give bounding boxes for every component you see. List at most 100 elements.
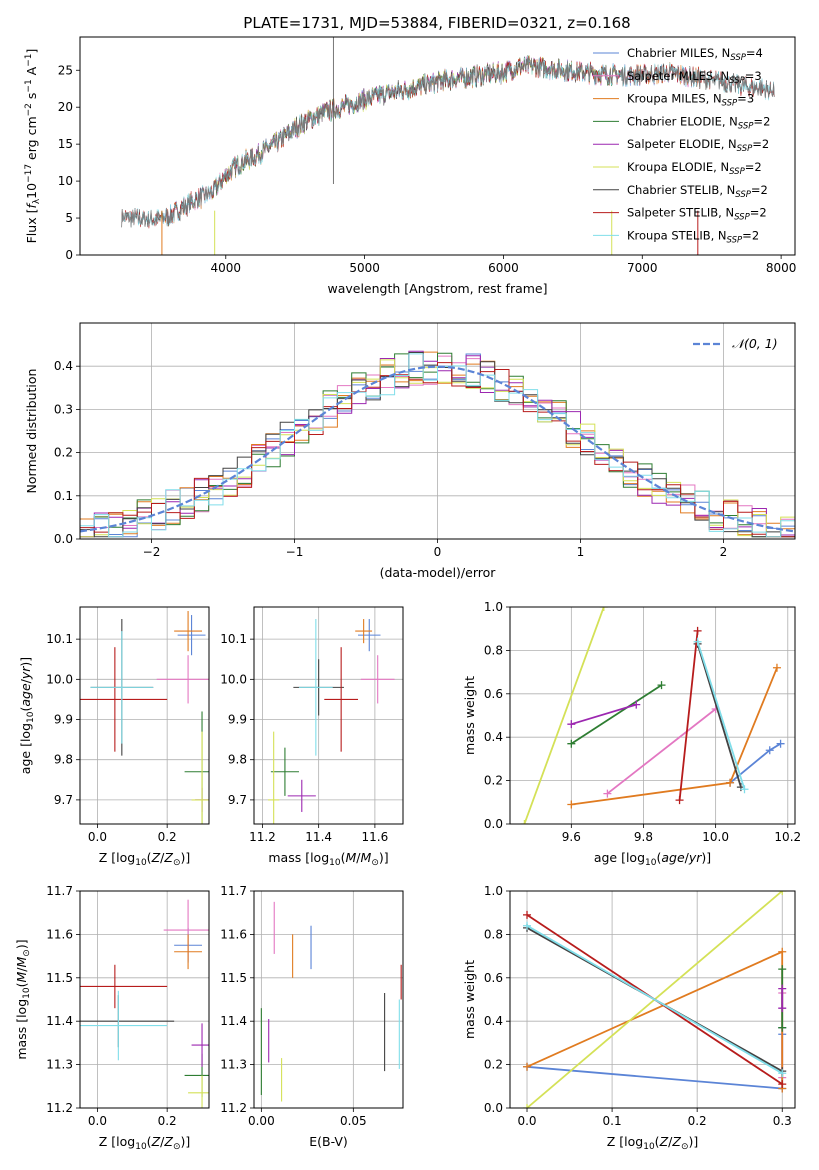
x-tick-label: 0.1 [603,1114,622,1128]
weight-point [520,820,529,824]
plot-area [80,611,209,824]
y-axis-label: age [log10(age/yr)] [18,657,36,774]
x-axis-label: mass [log10(M/M⊙)] [268,850,388,868]
legend-entry: Kroupa STELIB, NSSP=2 [627,228,759,245]
panel-weight_vs_Z: 0.0 0.1 0.2 0.30.00.20.40.60.81.0Z [log10(Z… [462,884,796,1152]
x-tick-label: 0.2 [688,1114,707,1128]
histogram-step [80,353,795,538]
y-tick-label: 9.7 [54,793,73,807]
y-tick-label: 9.7 [228,793,247,807]
label-part: −2 [24,103,34,116]
weight-point [778,1004,787,1013]
label-part: Z [151,850,161,865]
plot-area [80,350,795,538]
x-tick-label: 8000 [766,261,797,275]
weight-line [678,630,699,801]
weight-point [567,800,576,809]
x-tick-label: 7000 [627,261,658,275]
weight-line [526,950,784,1089]
spectrum-line [211,56,615,197]
y-tick-label: 9.9 [54,713,73,727]
label-part: ( [341,850,346,865]
weight-point [778,891,787,895]
axes-frame [79,36,796,256]
legend-label: Salpeter ELODIE, N [627,137,737,151]
y-tick-label: 11.5 [220,971,247,985]
legend-n-prefix: = [745,69,755,83]
legend-n: 2 [763,114,770,128]
x-tick-label: −2 [143,545,161,559]
panel-mass_vs_Z: 0.0 0.211.211.311.411.511.611.7Z [log10(Z… [14,884,210,1152]
weight-point [523,910,532,919]
legend-n: 2 [759,206,766,220]
histogram-step [80,362,795,538]
plot-area [80,899,209,1108]
label-part: Z [163,1134,173,1149]
label-part: )] [180,850,190,865]
y-tick-label: 11.4 [46,1014,73,1028]
label-part: wavelength [Angstrom, rest frame] [327,281,547,296]
weight-point [632,700,641,709]
y-tick-label: 11.2 [46,1101,73,1115]
y-tick-label: 9.8 [54,753,73,767]
label-part: yr [18,666,33,680]
legend-subscript: SSP [727,235,743,245]
x-tick-label: 0.0 [517,1114,536,1128]
weight-line [526,924,783,1075]
x-tick-label: 9.6 [562,830,581,844]
weight-point [657,681,666,690]
legend-n: 3 [747,92,754,106]
panel-spectrum: 4000 5000 6000 7000 8000 0 5 10 15 20 25 wavelength… [24,36,797,296]
legend-n-prefix: = [745,160,755,174]
label-part: age [661,850,685,865]
spectrum-line [211,56,615,200]
plot-area [523,891,787,1108]
label-part: f [24,203,39,209]
label-part: )] [14,939,29,949]
weight-line [696,641,746,790]
label-part: / [18,678,33,683]
label-part: ( [147,850,152,865]
x-tick-label: −1 [286,545,304,559]
label-part: ⊙ [681,1142,689,1152]
label-part: ⊙ [22,949,32,957]
weight-point [778,984,787,993]
y-axis-label: mass [log10(M/M⊙)] [14,939,32,1059]
y-axis-label: mass weight [462,676,477,755]
legend-subscript: SSP [730,53,746,63]
weight-point [675,796,684,805]
legend-entry: Kroupa ELODIE, NSSP=2 [627,160,762,177]
y-tick-label: 0.2 [484,774,503,788]
label-part: / [160,850,165,865]
label-part: )] [701,850,711,865]
x-axis-label: Z [log10(Z/Z⊙)] [99,850,191,868]
weight-point [523,921,532,930]
weight-point [603,789,612,798]
weight-point [740,785,749,794]
panel-age_vs_mass: 11.2 11.4 11.6 9.7 9.8 9.9 10.0 10.1 mass [log10… [220,606,404,868]
legend-n: 3 [754,69,761,83]
label-part: A [24,66,39,79]
y-tick-label: 0.0 [484,1101,503,1115]
label-part: erg cm [24,116,39,164]
label-part: ( [18,707,33,712]
x-tick-label: 0.3 [773,1114,792,1128]
legend-n: 2 [762,137,769,151]
label-part: / [685,850,690,865]
legend-n: 2 [754,160,761,174]
spectrum-line [211,55,615,200]
legend-label: Salpeter STELIB, N [627,206,734,220]
weight-point [726,778,735,787]
y-tick-label: 10 [58,174,73,188]
weight-point [523,1104,532,1108]
label-part: s [24,93,39,104]
legend-n-prefix: = [742,228,752,242]
y-tick-label: 15 [58,137,73,151]
weight-point [567,720,576,729]
x-tick-label: 0.2 [158,1114,177,1128]
label-part: mass weight [462,676,477,755]
weight-point [523,1062,532,1071]
weight-line [571,667,778,806]
y-tick-label: 9.9 [228,713,247,727]
weight-line [606,708,717,795]
